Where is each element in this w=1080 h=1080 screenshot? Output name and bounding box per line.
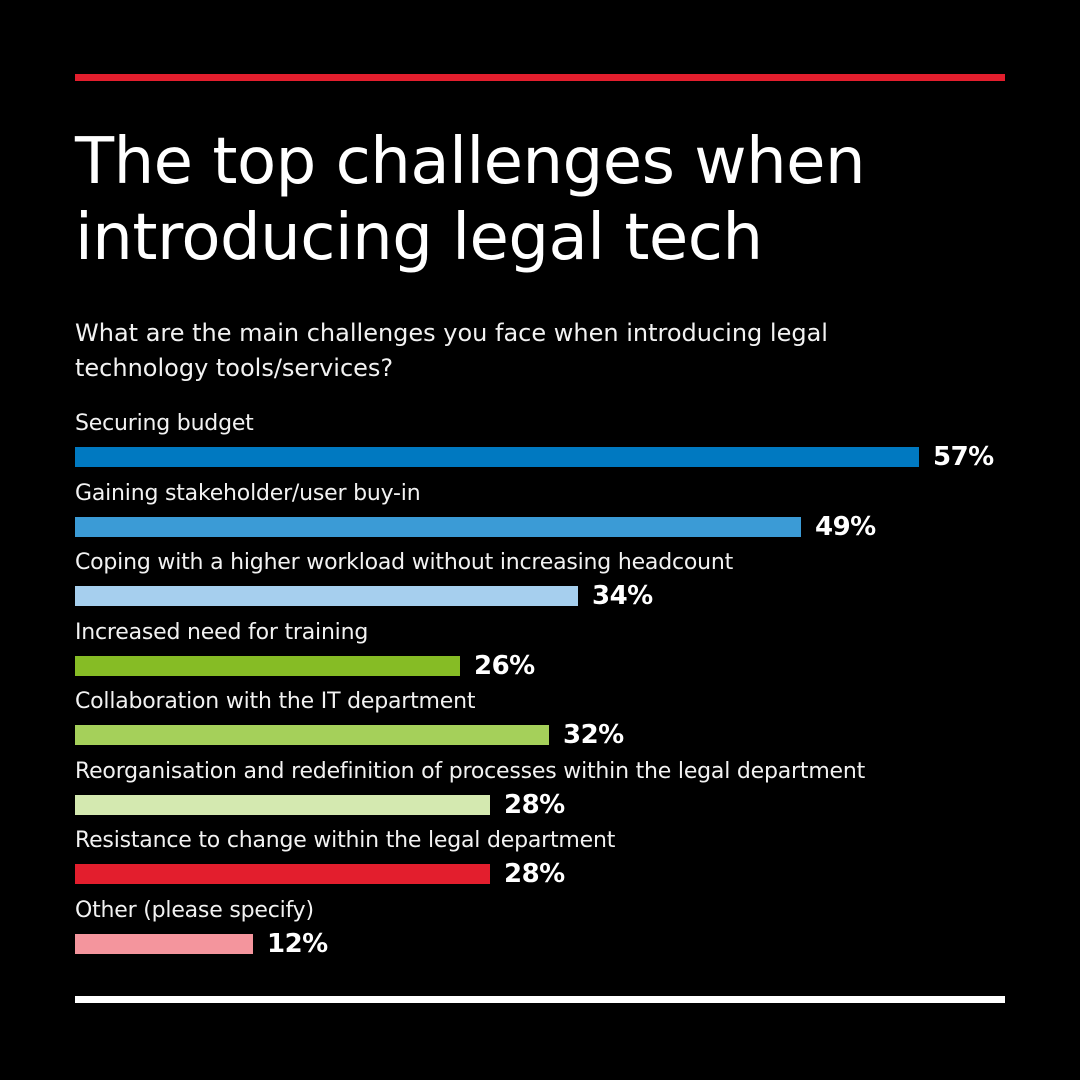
value-label: 32% (563, 720, 624, 750)
value-label: 49% (815, 511, 876, 542)
category-label: Other (please specify) (75, 897, 314, 923)
bar (75, 725, 549, 745)
category-label: Resistance to change within the legal de… (75, 828, 616, 853)
category-label: Coping with a higher workload without in… (75, 550, 734, 575)
bar (75, 655, 460, 676)
top-rule (75, 74, 1005, 81)
value-label: 28% (504, 789, 565, 820)
chart-subtitle: What are the main challenges you face wh… (75, 319, 828, 382)
category-label: Collaboration with the IT department (75, 689, 476, 714)
value-label: 28% (504, 859, 565, 889)
bar (75, 516, 801, 537)
value-label: 26% (474, 650, 535, 681)
category-label: Securing budget (75, 411, 254, 436)
value-label: 57% (933, 442, 994, 472)
value-label: 12% (267, 928, 328, 959)
bottom-rule (75, 996, 1005, 1003)
bar (75, 933, 253, 954)
bar (75, 864, 490, 884)
bar (75, 586, 578, 606)
category-label: Gaining stakeholder/user buy-in (75, 480, 421, 506)
category-label: Increased need for training (75, 619, 369, 645)
value-label: 34% (592, 581, 653, 611)
bar (75, 447, 919, 467)
chart-title: The top challenges when introducing lega… (75, 125, 866, 275)
bar (75, 794, 490, 815)
category-label: Reorganisation and redefinition of proce… (75, 758, 866, 784)
